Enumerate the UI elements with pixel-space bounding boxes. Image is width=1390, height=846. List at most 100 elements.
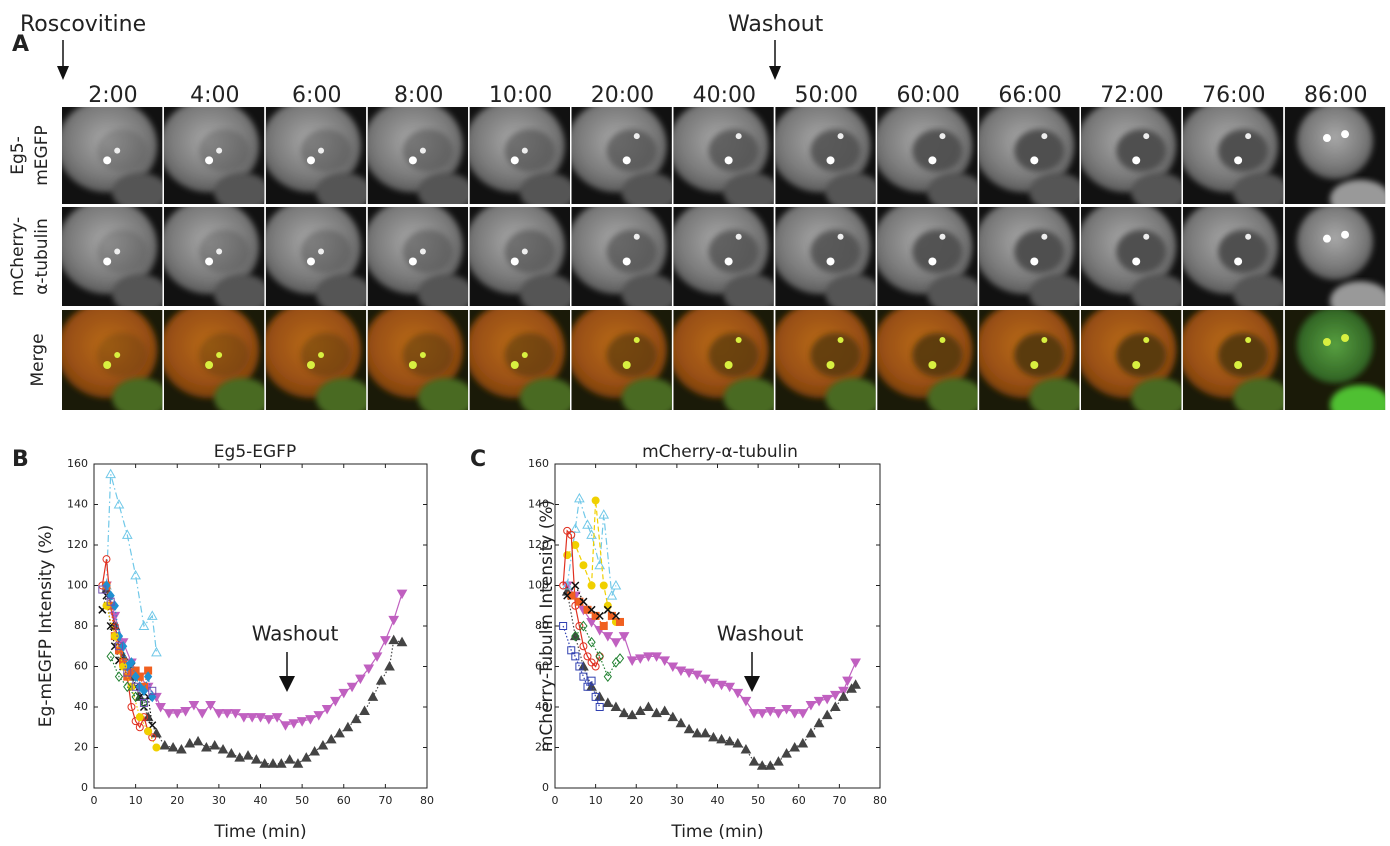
chart-title: Eg5-EGFP [214,442,296,462]
marker [135,723,144,732]
marker [850,658,861,668]
micrograph [367,207,469,306]
marker [594,559,606,570]
marker [740,744,752,754]
marker [271,713,283,723]
micrograph [1284,310,1386,410]
y-tick-label: 80 [535,619,549,632]
marker [110,600,119,612]
x-tick-label: 0 [91,794,98,807]
nucleus [1116,229,1167,274]
marker [567,646,576,655]
nucleus [300,129,352,172]
spindle-pole [633,337,640,343]
marker [651,652,662,662]
marker [184,737,196,748]
marker [113,498,125,509]
marker [325,733,337,744]
time-label: 2:00 [88,83,137,108]
y-tick-label: 140 [67,498,88,511]
micrograph [469,107,571,204]
marker [586,617,597,628]
marker [773,756,784,766]
neighbor-cell [825,172,876,204]
marker [123,681,132,693]
spindle-pole [1132,257,1141,266]
nucleus [300,229,352,274]
micrograph [1284,107,1386,204]
marker [583,682,592,691]
nucleus [1218,333,1269,377]
time-label: 10:00 [489,83,552,108]
marker [569,523,581,533]
spindle-pole [928,361,937,369]
marker [756,709,768,719]
nucleus [606,333,657,377]
micrograph [775,310,876,410]
marker [167,741,179,752]
marker [300,752,312,762]
neighbor-cell [1029,172,1080,204]
marker [139,685,149,697]
marker [659,656,671,666]
nucleus [1014,129,1065,172]
marker [586,529,597,539]
marker [571,541,580,549]
nucleus [912,229,963,274]
nucleus [606,129,657,172]
marker [180,707,191,717]
spindle-pole [633,233,640,240]
spindle-pole [205,156,214,165]
time-label: 76:00 [1202,83,1265,108]
micrograph [163,310,265,410]
time-label: 66:00 [998,83,1061,108]
marker [384,660,395,671]
marker [610,701,622,711]
marker [691,670,703,681]
y-tick-label: 20 [535,741,549,754]
marker [789,741,801,752]
marker [611,611,620,620]
micrograph [367,310,469,410]
micrograph [265,107,367,204]
marker [380,636,391,646]
spindle-pole [1245,233,1252,240]
arrow-head [57,66,69,80]
spindle-pole [826,361,835,369]
spindle-pole [216,147,223,154]
spindle-pole [837,233,844,240]
marker [583,652,592,661]
x-tick-label: 80 [420,794,434,807]
marker [781,748,792,758]
neighbor-cell [112,172,163,204]
neighbor-cell [1029,378,1080,410]
marker [131,717,140,726]
neighbor-cell [1131,172,1182,204]
marker [699,674,711,685]
x-tick-label: 30 [212,794,226,807]
spindle-pole [318,248,325,255]
marker [683,723,695,734]
marker [618,632,630,642]
marker [119,662,128,671]
y-tick-label: 0 [542,781,549,794]
marker [599,622,608,630]
marker [110,632,119,641]
nucleus [402,229,454,274]
marker [226,748,237,758]
marker [748,756,760,766]
marker [724,682,736,693]
marker [363,664,375,675]
nucleus [810,129,861,172]
neighbor-cell [1131,378,1182,410]
marker [587,581,596,590]
spindle-pole [1322,134,1331,143]
marker [284,754,295,764]
x-tick-label: 70 [378,794,392,807]
spindle-pole [939,233,946,240]
row-label: Merge [28,333,48,386]
marker [618,707,630,718]
spindle-pole [1041,133,1048,140]
spindle-pole [216,248,223,255]
chart-title: mCherry-α-tubulin [642,442,798,462]
